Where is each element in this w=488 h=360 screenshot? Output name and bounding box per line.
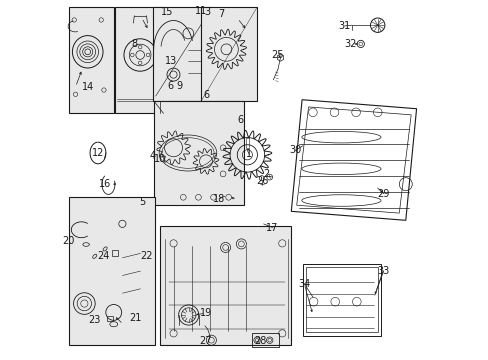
Text: 1: 1 bbox=[245, 149, 252, 159]
Text: 21: 21 bbox=[129, 312, 141, 323]
Text: 34: 34 bbox=[298, 279, 310, 289]
Bar bbox=[152, 7, 212, 101]
Text: 31: 31 bbox=[338, 21, 350, 31]
Text: 18: 18 bbox=[213, 194, 225, 204]
Text: 9: 9 bbox=[176, 81, 183, 91]
Text: 26: 26 bbox=[256, 176, 268, 186]
Text: 15: 15 bbox=[161, 6, 173, 17]
Bar bbox=[306, 267, 377, 332]
Text: 6: 6 bbox=[203, 90, 208, 100]
Bar bbox=[153, 101, 244, 205]
Text: 6: 6 bbox=[237, 114, 244, 125]
Bar bbox=[160, 226, 291, 345]
Text: 10: 10 bbox=[153, 154, 166, 164]
Text: 6: 6 bbox=[167, 81, 173, 91]
Text: 19: 19 bbox=[200, 308, 212, 318]
Text: 8: 8 bbox=[131, 39, 137, 49]
Text: 11: 11 bbox=[195, 6, 207, 16]
Bar bbox=[69, 7, 114, 113]
Text: 20: 20 bbox=[62, 236, 74, 246]
Text: 27: 27 bbox=[199, 336, 212, 346]
Text: 17: 17 bbox=[266, 222, 278, 233]
Text: 22: 22 bbox=[140, 251, 153, 261]
Bar bbox=[201, 7, 257, 101]
Text: 23: 23 bbox=[88, 315, 101, 325]
Text: 12: 12 bbox=[92, 148, 104, 158]
Bar bbox=[112, 250, 118, 256]
Bar bbox=[106, 316, 112, 321]
Text: 5: 5 bbox=[139, 197, 145, 207]
Text: 14: 14 bbox=[81, 82, 94, 92]
Text: 3: 3 bbox=[204, 6, 210, 17]
Bar bbox=[302, 264, 381, 336]
Text: 32: 32 bbox=[344, 39, 356, 49]
Text: 16: 16 bbox=[99, 179, 111, 189]
Text: 2: 2 bbox=[263, 168, 269, 179]
Bar bbox=[251, 333, 278, 347]
Text: 28: 28 bbox=[254, 336, 266, 346]
Text: 25: 25 bbox=[271, 50, 284, 60]
Bar bbox=[69, 197, 155, 345]
Bar bbox=[115, 7, 163, 113]
Text: 24: 24 bbox=[97, 251, 109, 261]
Text: 13: 13 bbox=[164, 56, 177, 66]
Text: 7: 7 bbox=[218, 9, 224, 19]
Text: 33: 33 bbox=[377, 266, 389, 276]
Text: 29: 29 bbox=[377, 189, 389, 199]
Text: 4: 4 bbox=[149, 150, 156, 161]
Text: 30: 30 bbox=[288, 145, 301, 156]
